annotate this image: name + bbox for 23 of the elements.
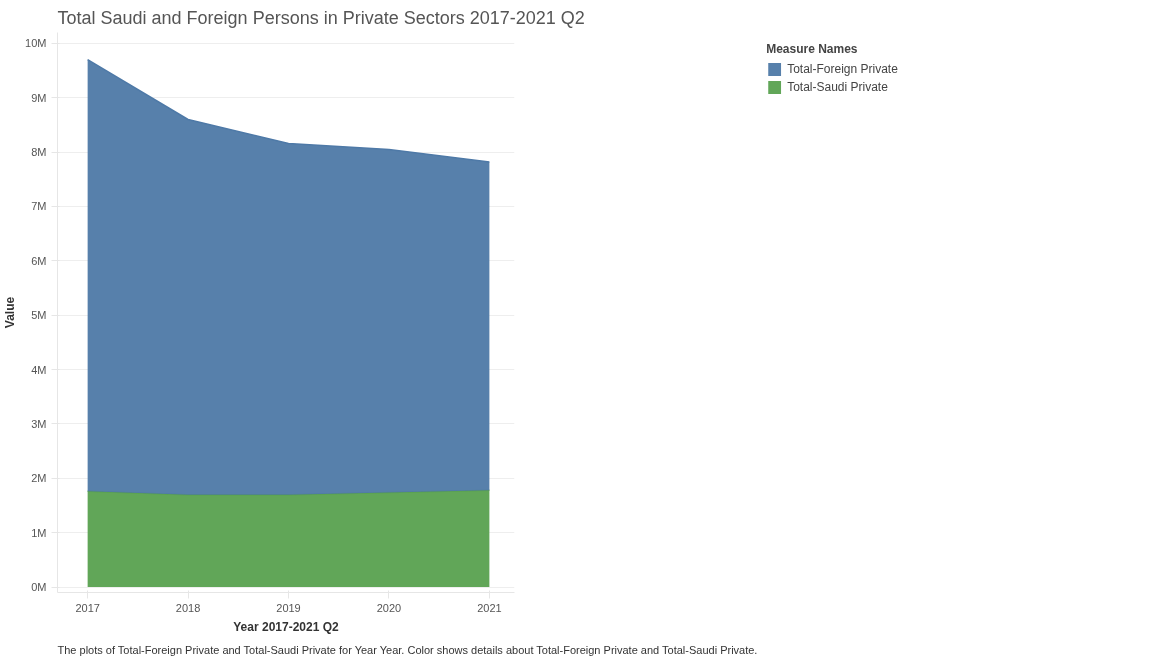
y-tick-label: 3M (31, 417, 47, 430)
x-axis-title: Year 2017-2021 Q2 (233, 619, 340, 634)
x-tick-label: 2020 (376, 601, 402, 614)
y-tick-label: 1M (31, 526, 47, 539)
x-tick-label: 2021 (477, 601, 502, 614)
y-tick-label: 5M (31, 309, 47, 322)
y-tick-label: 0M (31, 581, 47, 594)
legend-title: Measure Names (766, 42, 859, 56)
x-tick-label: 2018 (175, 601, 201, 614)
y-tick-label: 9M (31, 91, 47, 104)
y-tick-label: 10M (25, 37, 47, 50)
x-tick-label: 2017 (75, 601, 100, 614)
y-tick-label: 6M (31, 254, 47, 267)
text: The plots of Total-Foreign Private and Total-Saudi Private for Year Year. Color shows details about Total-Foreign Private and Total-Saudi Private. (57, 643, 758, 656)
y-tick-label: 7M (31, 200, 47, 213)
y-tick-label: 2M (31, 472, 47, 485)
x-tick-label: 2019 (276, 601, 301, 614)
legend-label: Total-Saudi Private (787, 80, 888, 94)
y-tick-label: 8M (31, 146, 47, 159)
y-tick-label: 4M (31, 363, 47, 376)
y-axis-title: Value (3, 296, 18, 329)
legend-label: Total-Foreign Private (787, 62, 898, 76)
chart-title: Total Saudi and Foreign Persons in Private Sectors 2017-2021 Q2 (57, 7, 585, 28)
